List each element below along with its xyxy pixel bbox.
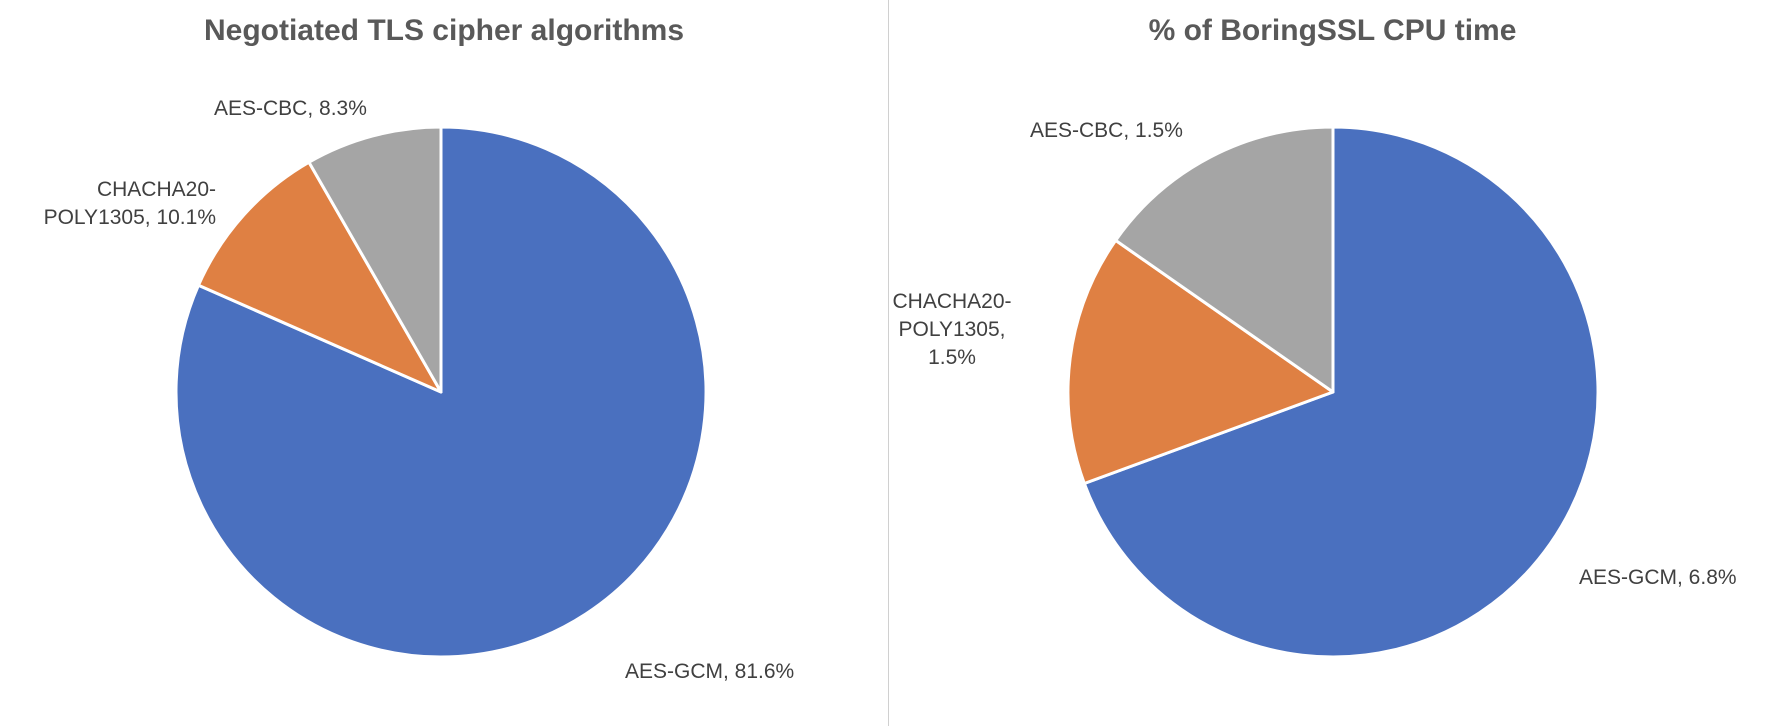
slice-data-label: AES-GCM, 81.6%: [625, 660, 794, 683]
slice-data-label: AES-CBC, 1.5%: [1030, 119, 1183, 142]
chart-title: Negotiated TLS cipher algorithms: [203, 14, 685, 47]
slice-data-label: CHACHA20-POLY1305, 1.5%: [892, 290, 1011, 369]
chart-title: % of BoringSSL CPU time: [1148, 14, 1517, 47]
pie-slice: [1066, 238, 1335, 486]
chart-panel-ciphers: Negotiated TLS cipher algorithms AES-GCM…: [44, 14, 795, 683]
pie-chart-cpu-time: AES-GCM, 6.8% CHACHA20-POLY1305, 1.5% AES-C…: [892, 119, 1737, 659]
slice-data-label: CHACHA20-POLY1305, 10.1%: [44, 178, 216, 229]
pie-slice: [196, 160, 443, 394]
pie-slice: [307, 125, 443, 394]
pie-slice: [1114, 125, 1335, 394]
slice-data-label: AES-CBC, 8.3%: [214, 97, 367, 120]
pie-chart-ciphers: AES-GCM, 81.6% CHACHA20-POLY1305, 10.1% AE…: [44, 97, 795, 683]
chart-panel-cpu-time: % of BoringSSL CPU time AES-GCM, 6.8% CHA…: [889, 0, 1776, 726]
slice-data-label: AES-GCM, 6.8%: [1579, 566, 1737, 589]
chart-divider: [888, 0, 889, 726]
pie-slice: [1082, 125, 1600, 659]
